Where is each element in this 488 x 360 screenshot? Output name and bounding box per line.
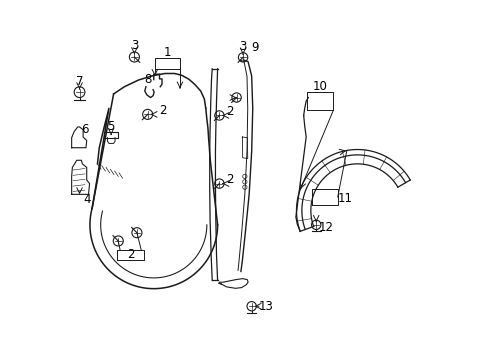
Text: 2: 2: [159, 104, 166, 117]
Text: 5: 5: [107, 120, 115, 133]
Text: 13: 13: [258, 300, 273, 313]
Text: 2: 2: [226, 105, 233, 118]
Text: 3: 3: [130, 39, 138, 52]
Text: 6: 6: [81, 123, 89, 136]
Text: 7: 7: [76, 75, 83, 88]
Text: 9: 9: [251, 41, 259, 54]
Text: 11: 11: [337, 192, 352, 205]
Text: 2: 2: [226, 173, 233, 186]
Text: 8: 8: [143, 73, 151, 86]
Text: 1: 1: [163, 46, 171, 59]
Text: 4: 4: [83, 193, 90, 206]
Text: 10: 10: [312, 80, 326, 93]
Text: 12: 12: [318, 221, 333, 234]
Text: 3: 3: [239, 40, 246, 53]
Text: 2: 2: [127, 248, 134, 261]
